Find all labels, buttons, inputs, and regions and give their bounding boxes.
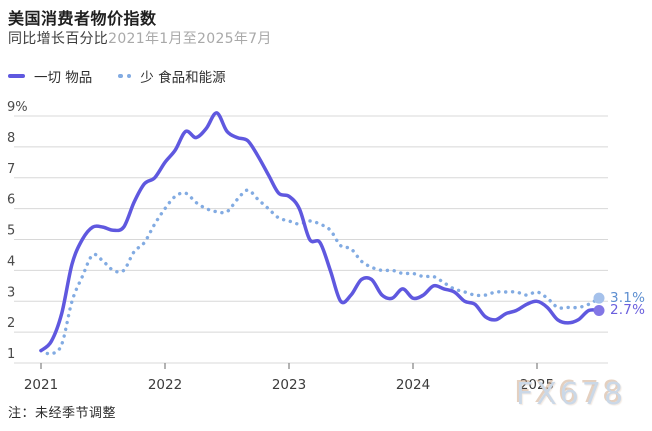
y-tick-label: 8: [7, 131, 15, 146]
core-end-value-label: 3.1%: [610, 289, 646, 306]
watermark: FX678: [516, 377, 627, 412]
y-tick-label: 5: [7, 224, 15, 239]
y-axis-labels: 1 2 3 4 5 6 7 8 9%: [7, 100, 28, 362]
y-tick-label: 2: [7, 316, 15, 331]
dotted-line-swatch: [118, 73, 132, 79]
subtitle-label: 同比增长百分比: [8, 31, 109, 47]
y-tick-label: 3: [7, 285, 15, 300]
core-cpi-end-dot: [593, 292, 605, 304]
y-tick-label: 7: [7, 162, 15, 177]
legend-label-all-items: 一切 物品: [34, 70, 93, 86]
x-tick-label: 2023: [272, 377, 306, 393]
y-tick-label: 4: [7, 254, 15, 269]
headline-cpi-end-dot: [593, 305, 605, 317]
page-title: 美国消费者物价指数: [8, 9, 157, 28]
chart-legend: 一切 物品 少 食品和能源: [8, 66, 226, 86]
x-tick-label: 2024: [396, 377, 430, 393]
x-axis: 2021 2022 2023 2024 2025: [24, 363, 554, 393]
chart-subtitle: 同比增长百分比2021年1月至2025年7月: [8, 28, 272, 48]
headline-cpi-solid-line: [39, 111, 601, 353]
legend-item-all-items: 一切 物品: [8, 66, 92, 86]
legend-label-core: 少 食品和能源: [140, 70, 226, 86]
core-cpi-dotted-line: [39, 188, 601, 356]
y-tick-label: 6: [7, 193, 15, 208]
solid-line-swatch: [8, 74, 25, 78]
y-tick-label: 1: [7, 347, 15, 362]
gridlines: [14, 115, 608, 364]
footnote: 注：未经季节调整: [8, 406, 117, 421]
x-tick-label: 2022: [148, 377, 182, 393]
x-tick-label: 2021: [24, 377, 58, 393]
y-tick-label: 9%: [7, 100, 28, 115]
legend-item-core: 少 食品和能源: [118, 66, 226, 86]
subtitle-date-range: 2021年1月至2025年7月: [108, 31, 272, 47]
headline-end-value-label: 2.7%: [610, 302, 646, 318]
